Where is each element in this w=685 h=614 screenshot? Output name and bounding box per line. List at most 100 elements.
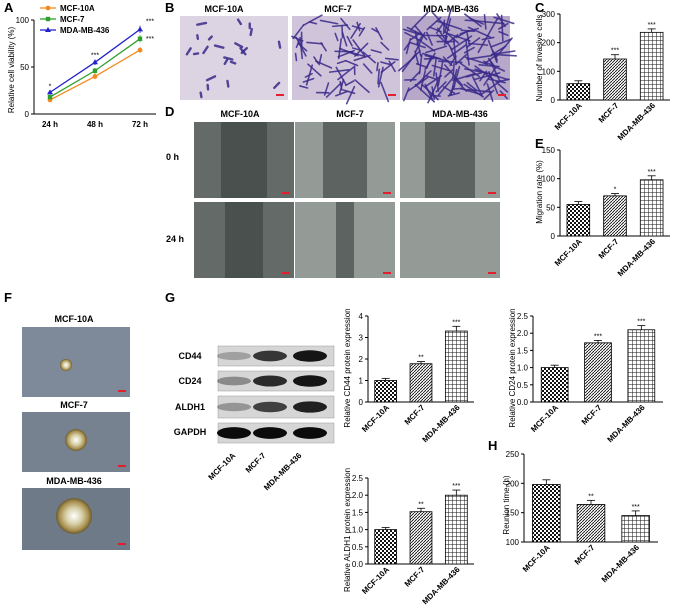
stained-cell: [464, 68, 491, 75]
stained-cell: [444, 8, 452, 34]
stained-cell: [421, 41, 436, 52]
stained-cell: [325, 82, 342, 98]
scale-bar: [498, 94, 506, 96]
wb-band-label-cd24: CD24: [178, 376, 201, 386]
invasion-col-label-1: MCF-10A: [204, 4, 244, 14]
x-tick-label: MDA-MB-436: [605, 403, 647, 445]
stained-cell: [421, 83, 439, 101]
stained-cell: [380, 41, 390, 51]
stained-cell: [273, 81, 281, 90]
y-tick-label: 100: [506, 538, 520, 547]
panel-label-g: G: [165, 290, 175, 305]
stained-cell: [409, 70, 421, 82]
stained-cell: [425, 31, 433, 46]
wound-gap: [323, 122, 367, 198]
bar: [576, 504, 606, 543]
panel-label-a: A: [4, 0, 14, 15]
stained-cell: [305, 64, 314, 86]
y-tick-label: 2.5: [352, 474, 364, 483]
stained-cell: [307, 63, 322, 77]
y-tick-label: 1.5: [517, 346, 529, 355]
stained-cell: [398, 56, 415, 72]
spheroid-label-1: MCF-10A: [54, 314, 94, 324]
stained-cell: [350, 22, 361, 39]
wound-gap: [425, 122, 475, 198]
stained-cell: [437, 61, 444, 86]
stained-cell: [443, 35, 448, 46]
chart-e-ylabel: Migration rate (%): [535, 160, 544, 224]
stained-cell: [403, 41, 411, 51]
stained-cell: [491, 53, 518, 57]
y-tick-label: 50: [20, 63, 29, 72]
y-tick-label: 1.5: [352, 508, 364, 517]
scale-bar: [282, 272, 290, 274]
legend-label: MCF-7: [60, 15, 85, 24]
wound-gap: [225, 202, 263, 278]
stained-cell: [463, 46, 475, 54]
invasion-col-label-2: MCF-7: [324, 4, 352, 14]
y-tick-label: 0.5: [352, 543, 364, 552]
scale-bar: [388, 94, 396, 96]
significance-label: ***: [146, 19, 154, 26]
stained-cell: [277, 40, 282, 49]
chart-g3-ylabel: Relative ALDH1 protein expression: [343, 468, 352, 592]
panel-label-f: F: [4, 290, 12, 305]
chart-g2-ylabel: Relative CD24 protein expression: [508, 308, 517, 427]
wb-lane-label-3: MDA-MB-436: [262, 451, 304, 493]
data-point: [47, 89, 53, 95]
y-tick-label: 200: [506, 479, 520, 488]
significance-label: ***: [648, 169, 656, 176]
scale-bar: [488, 272, 496, 274]
stained-cell: [414, 70, 432, 87]
wound-row-label-24h: 24 h: [166, 234, 184, 244]
blot-band: [293, 401, 327, 413]
scale-bar: [276, 94, 284, 96]
stained-cell: [500, 14, 504, 42]
panel-label-e: E: [535, 136, 544, 151]
stained-cell: [337, 66, 355, 81]
y-tick-label: 1: [359, 377, 364, 386]
significance-label: *: [614, 187, 617, 194]
stained-cell: [452, 62, 455, 77]
y-tick-label: 150: [506, 509, 520, 518]
y-tick-label: 0: [551, 96, 556, 105]
significance-label: ***: [648, 22, 656, 29]
stained-cell: [444, 68, 454, 78]
blot-band: [293, 427, 327, 439]
stained-cell: [497, 83, 509, 93]
stained-cell: [318, 53, 323, 66]
significance-label: ***: [91, 52, 99, 59]
stained-cell: [464, 13, 482, 28]
blot-band: [253, 401, 287, 413]
stained-cell: [331, 24, 349, 28]
x-tick-label: MCF-10A: [529, 403, 560, 434]
stained-cell: [425, 75, 436, 80]
significance-label: **: [418, 501, 424, 508]
invasion-photo-mcf10a: [180, 16, 288, 100]
stained-cell: [375, 27, 383, 41]
stained-cell: [196, 21, 208, 26]
bar: [639, 179, 664, 237]
stained-cell: [435, 22, 445, 34]
chart-a-legend: MCF-10A MCF-7 MDA-MB-436: [40, 4, 110, 35]
x-tick-label: MCF-10A: [521, 543, 552, 574]
stained-cell: [442, 19, 446, 35]
stained-cell: [315, 60, 333, 69]
stained-cell: [467, 26, 491, 38]
wound-row-label-0h: 0 h: [166, 152, 179, 162]
x-tick-label: MDA-MB-436: [420, 565, 462, 607]
x-tick-label: MDA-MB-436: [616, 101, 658, 143]
significance-label: ***: [452, 483, 460, 490]
stained-cell: [306, 41, 324, 45]
stained-cell: [342, 89, 356, 95]
spheroid: [56, 498, 92, 534]
stained-cell: [414, 83, 436, 103]
invasion-stained-cells: [185, 8, 518, 105]
significance-label: ***: [594, 333, 602, 340]
stained-cell: [415, 63, 428, 68]
bar: [374, 380, 398, 403]
stained-cell: [223, 58, 229, 66]
legend-marker: [45, 16, 51, 22]
stained-cell: [328, 68, 350, 73]
scale-bar: [118, 390, 126, 392]
